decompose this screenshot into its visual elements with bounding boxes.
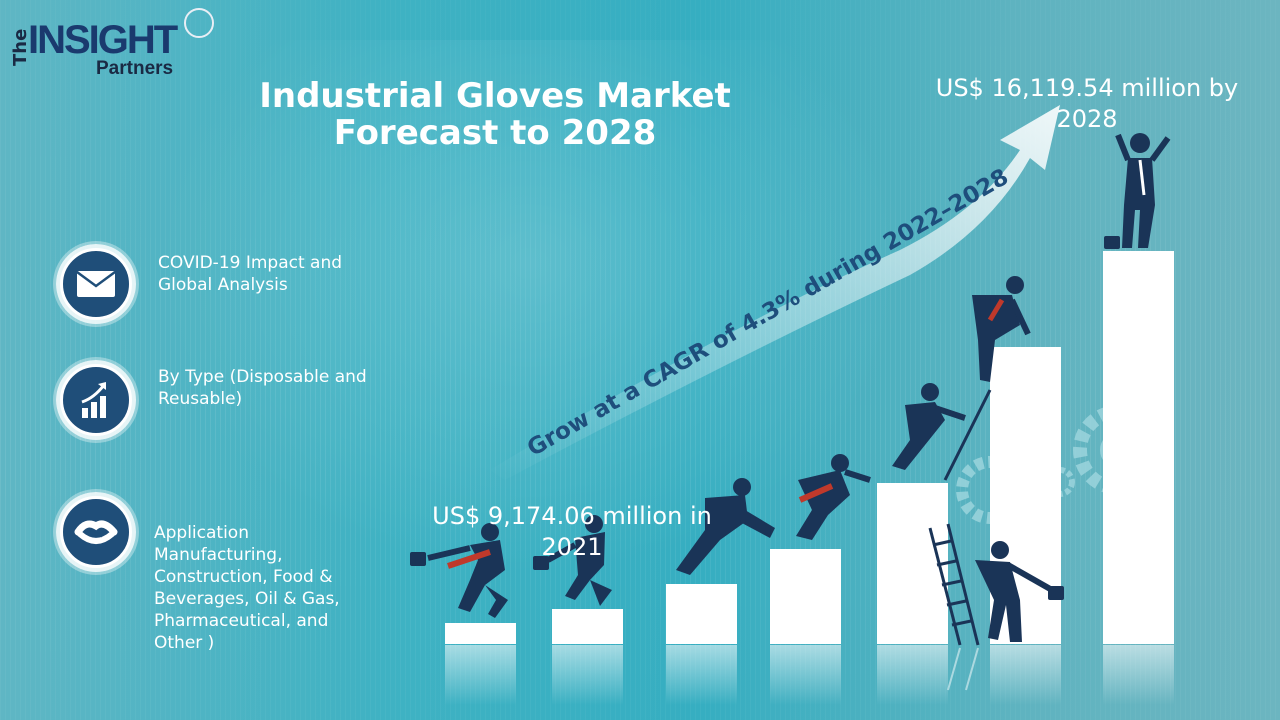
logo-partners-text: Partners <box>96 58 174 79</box>
logo-insight-text: INSIGHT <box>28 18 178 62</box>
handshake-icon <box>74 520 118 544</box>
bar <box>770 549 841 644</box>
feature-label: Application Manufacturing, Construction,… <box>154 523 340 653</box>
bar <box>445 623 516 644</box>
bar <box>877 483 948 644</box>
logo-ring <box>184 8 214 38</box>
insight-partners-logo: The INSIGHT Partners <box>6 8 216 80</box>
feature-application: Application Manufacturing, Construction,… <box>56 492 364 654</box>
feature-badge <box>56 360 136 440</box>
growth-arrow <box>490 105 1060 480</box>
bar-group <box>445 251 1174 705</box>
feature-label: By Type (Disposable and Reusable) <box>158 367 367 409</box>
businessman-figure <box>410 133 1171 642</box>
feature-type: By Type (Disposable and Reusable) <box>56 360 368 440</box>
feature-badge <box>56 244 136 324</box>
bar <box>1103 251 1174 644</box>
ladder-icon <box>928 523 980 646</box>
feature-label: COVID-19 Impact and Global Analysis <box>158 253 343 295</box>
start-value: US$ 9,174.06 million in 2021 <box>432 502 712 561</box>
bar <box>552 609 623 644</box>
feature-covid: COVID-19 Impact and Global Analysis <box>56 244 368 324</box>
bar <box>666 584 737 644</box>
end-value: US$ 16,119.54 million by 2028 <box>935 74 1239 133</box>
feature-badge <box>56 492 136 572</box>
page-title: Industrial Gloves Market Forecast to 202… <box>259 76 731 153</box>
growth-chart-icon <box>81 382 106 418</box>
envelope-icon <box>76 270 116 297</box>
